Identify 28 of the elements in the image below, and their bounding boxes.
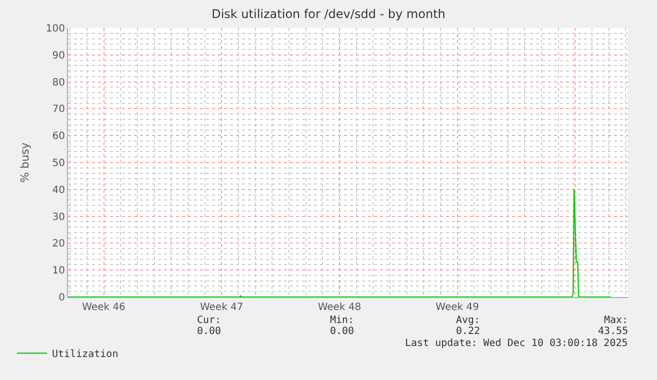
y-tick-label: 10 — [52, 266, 65, 277]
x-tick-label: Week 46 — [82, 302, 126, 313]
legend-label: Utilization — [52, 349, 118, 360]
text: 0.00 — [330, 326, 354, 337]
text: 0.22 — [456, 326, 480, 337]
x-tick-label: Week 49 — [436, 302, 479, 313]
y-tick-label: 40 — [52, 184, 65, 196]
y-tick-label: 90 — [52, 50, 65, 62]
y-tick-label: 0 — [58, 292, 65, 304]
y-tick-label: 80 — [52, 77, 65, 88]
y-tick-label: 100 — [46, 24, 65, 34]
text: Min: — [330, 315, 354, 326]
y-axis-title: % busy — [18, 142, 32, 183]
text: 0.00 — [197, 326, 222, 337]
text: Max: — [604, 315, 628, 326]
y-tick-label: 50 — [52, 158, 65, 169]
y-tick-label: 60 — [52, 131, 65, 142]
x-tick-label: Week 47 — [200, 302, 244, 313]
line-series — [68, 188, 612, 297]
chart-title: Disk utilization for /dev/sdd - by month — [212, 6, 446, 21]
text: Last update: Wed Dec 10 03:00:18 2025 — [405, 338, 628, 349]
text: Avg: — [456, 315, 480, 326]
x-tick-label: Week 48 — [318, 302, 362, 313]
y-tick-label: 30 — [52, 212, 65, 223]
text: 43.55 — [598, 326, 628, 337]
text: Cur: — [197, 315, 222, 326]
y-tick-label: 20 — [52, 238, 65, 250]
y-tick-label: 70 — [52, 104, 65, 116]
